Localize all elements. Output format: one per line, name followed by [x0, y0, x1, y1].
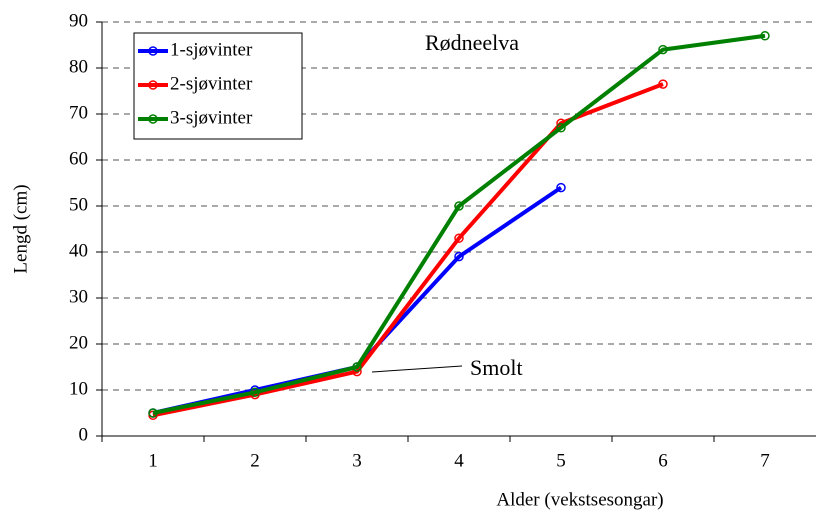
- legend-label: 2-sjøvinter: [170, 73, 253, 94]
- y-tick-label: 80: [69, 56, 88, 77]
- y-tick-label: 50: [69, 194, 88, 215]
- annotation-line: [371, 365, 463, 373]
- y-tick-label: 0: [79, 424, 89, 445]
- point-marker: [556, 182, 566, 193]
- point-marker: [454, 251, 464, 262]
- legend-marker: [148, 80, 158, 90]
- x-axis-label: Alder (vekstsesongar): [496, 489, 663, 510]
- x-tick-label: 6: [658, 450, 668, 471]
- series-line: [152, 33, 766, 415]
- y-tick-label: 10: [69, 378, 88, 399]
- legend-marker: [148, 114, 158, 124]
- x-tick-label: 7: [760, 450, 770, 471]
- x-tick-label: 1: [148, 450, 158, 471]
- y-tick-label: 20: [69, 332, 88, 353]
- x-tick-label: 4: [454, 450, 464, 471]
- y-tick-label: 40: [69, 240, 88, 261]
- point-marker: [760, 31, 770, 41]
- x-tick-label: 5: [556, 450, 566, 471]
- y-tick-label: 70: [69, 102, 88, 123]
- chart-title: Rødneelva: [425, 30, 519, 55]
- annotation: Smolt: [470, 355, 523, 380]
- legend-marker: [148, 46, 158, 56]
- y-axis-label: Lengd (cm): [10, 184, 31, 273]
- point-marker: [454, 233, 464, 243]
- point-marker: [556, 123, 566, 133]
- y-tick-label: 60: [69, 148, 88, 169]
- point-marker: [250, 387, 260, 398]
- x-tick-label: 2: [250, 450, 260, 471]
- x-tick-label: 3: [352, 450, 362, 471]
- point-marker: [148, 408, 158, 418]
- point-marker: [658, 79, 668, 89]
- legend-label: 1-sjøvinter: [170, 39, 253, 60]
- y-tick-label: 30: [69, 286, 88, 307]
- point-marker: [454, 201, 464, 211]
- point-marker: [658, 44, 668, 55]
- legend-label: 3-sjøvinter: [170, 107, 253, 128]
- point-marker: [352, 362, 362, 372]
- y-tick-label: 90: [69, 10, 88, 31]
